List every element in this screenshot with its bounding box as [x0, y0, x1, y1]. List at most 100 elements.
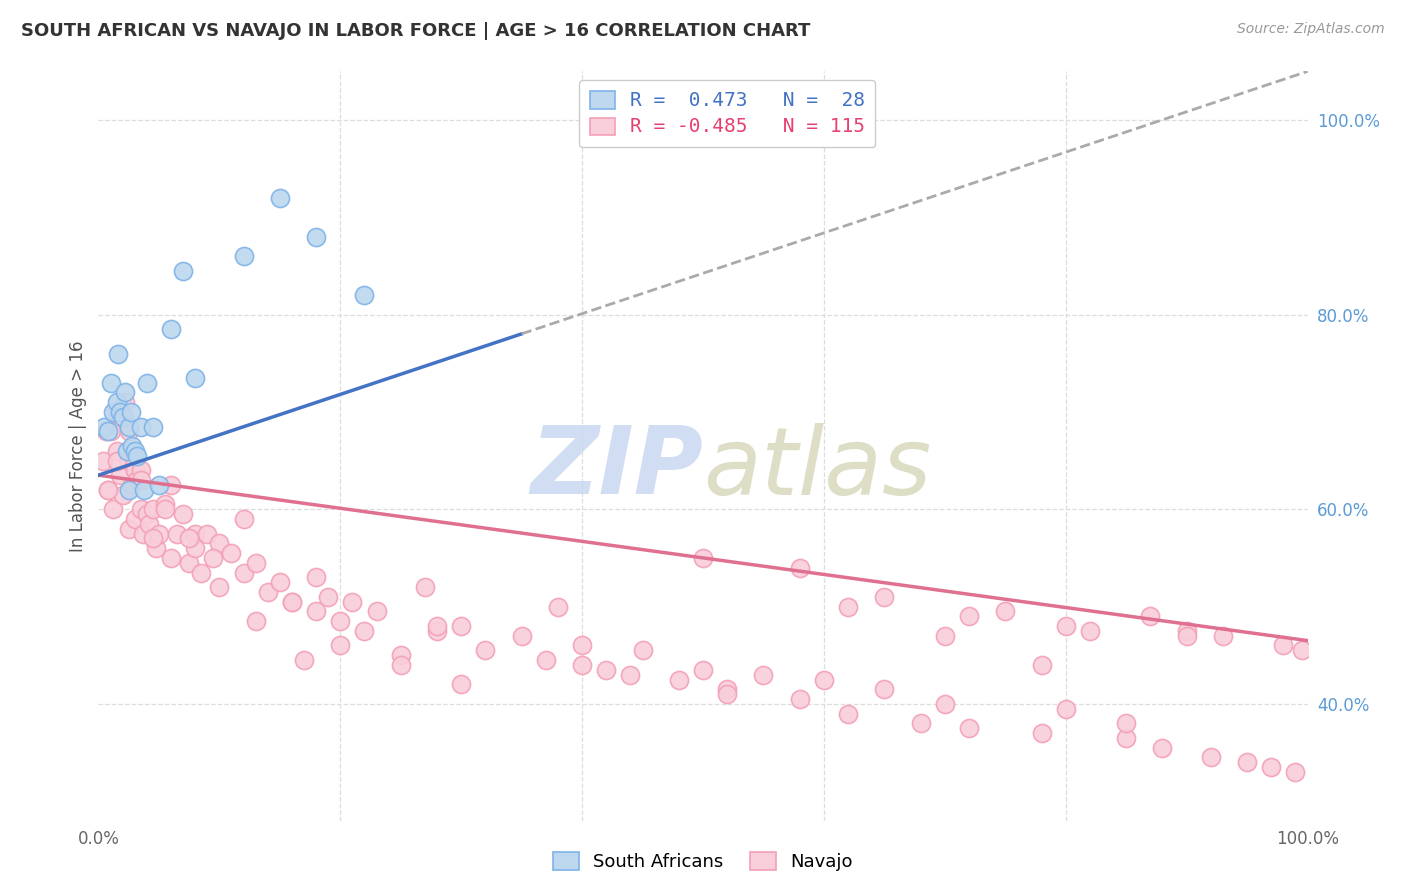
Point	[1175, 629, 1198, 643]
Text: Source: ZipAtlas.com: Source: ZipAtlas.com	[1237, 22, 1385, 37]
Point	[105, 443, 128, 458]
Point	[129, 502, 152, 516]
Point	[789, 560, 811, 574]
Point	[120, 405, 142, 419]
Text: ZIP: ZIP	[530, 423, 703, 515]
Point	[789, 692, 811, 706]
Point	[221, 546, 243, 560]
Point	[190, 566, 212, 580]
Point	[353, 288, 375, 302]
Point	[1175, 624, 1198, 638]
Point	[184, 541, 207, 556]
Point	[813, 673, 835, 687]
Point	[353, 624, 375, 638]
Point	[1236, 756, 1258, 770]
Point	[1199, 750, 1222, 764]
Point	[1031, 657, 1053, 672]
Text: SOUTH AFRICAN VS NAVAJO IN LABOR FORCE | AGE > 16 CORRELATION CHART: SOUTH AFRICAN VS NAVAJO IN LABOR FORCE |…	[21, 22, 810, 40]
Point	[389, 648, 412, 663]
Point	[316, 590, 339, 604]
Point	[97, 483, 120, 497]
Point	[134, 483, 156, 497]
Y-axis label: In Labor Force | Age > 16: In Labor Force | Age > 16	[69, 340, 87, 552]
Point	[619, 667, 641, 681]
Point	[111, 488, 134, 502]
Point	[281, 595, 304, 609]
Point	[668, 673, 690, 687]
Point	[1031, 726, 1053, 740]
Point	[1272, 639, 1295, 653]
Point	[595, 663, 617, 677]
Point	[124, 443, 146, 458]
Point	[837, 706, 859, 721]
Point	[202, 550, 225, 565]
Point	[208, 536, 231, 550]
Point	[232, 512, 254, 526]
Point	[305, 604, 328, 618]
Point	[179, 532, 201, 546]
Point	[101, 405, 124, 419]
Point	[1260, 760, 1282, 774]
Point	[105, 405, 128, 419]
Point	[142, 419, 165, 434]
Point	[114, 385, 136, 400]
Point	[100, 376, 122, 390]
Point	[118, 453, 141, 467]
Point	[450, 619, 472, 633]
Point	[94, 425, 117, 439]
Point	[138, 516, 160, 531]
Point	[1152, 740, 1174, 755]
Point	[292, 653, 315, 667]
Point	[93, 419, 115, 434]
Point	[534, 653, 557, 667]
Point	[873, 682, 896, 697]
Point	[232, 249, 254, 263]
Point	[160, 322, 183, 336]
Point	[1139, 609, 1161, 624]
Point	[1054, 619, 1077, 633]
Point	[571, 639, 593, 653]
Point	[195, 526, 218, 541]
Point	[305, 229, 328, 244]
Point	[111, 409, 134, 424]
Point	[124, 463, 146, 477]
Point	[873, 590, 896, 604]
Point	[108, 468, 131, 483]
Point	[172, 264, 194, 278]
Point	[145, 541, 167, 556]
Point	[389, 657, 412, 672]
Point	[692, 550, 714, 565]
Point	[160, 478, 183, 492]
Point	[1284, 764, 1306, 779]
Point	[121, 439, 143, 453]
Point	[716, 682, 738, 697]
Point	[957, 609, 980, 624]
Point	[208, 580, 231, 594]
Point	[135, 376, 157, 390]
Point	[994, 604, 1017, 618]
Point	[474, 643, 496, 657]
Point	[142, 532, 165, 546]
Point	[127, 473, 149, 487]
Point	[172, 507, 194, 521]
Point	[121, 478, 143, 492]
Point	[118, 425, 141, 439]
Point	[100, 425, 122, 439]
Point	[148, 526, 170, 541]
Point	[910, 716, 932, 731]
Point	[107, 346, 129, 360]
Point	[97, 425, 120, 439]
Point	[269, 191, 291, 205]
Point	[118, 419, 141, 434]
Point	[934, 697, 956, 711]
Legend: South Africans, Navajo: South Africans, Navajo	[546, 846, 860, 879]
Point	[101, 502, 124, 516]
Point	[1115, 731, 1137, 745]
Point	[129, 463, 152, 477]
Point	[752, 667, 775, 681]
Point	[1078, 624, 1101, 638]
Point	[1291, 643, 1313, 657]
Point	[117, 443, 139, 458]
Point	[245, 614, 267, 628]
Point	[245, 556, 267, 570]
